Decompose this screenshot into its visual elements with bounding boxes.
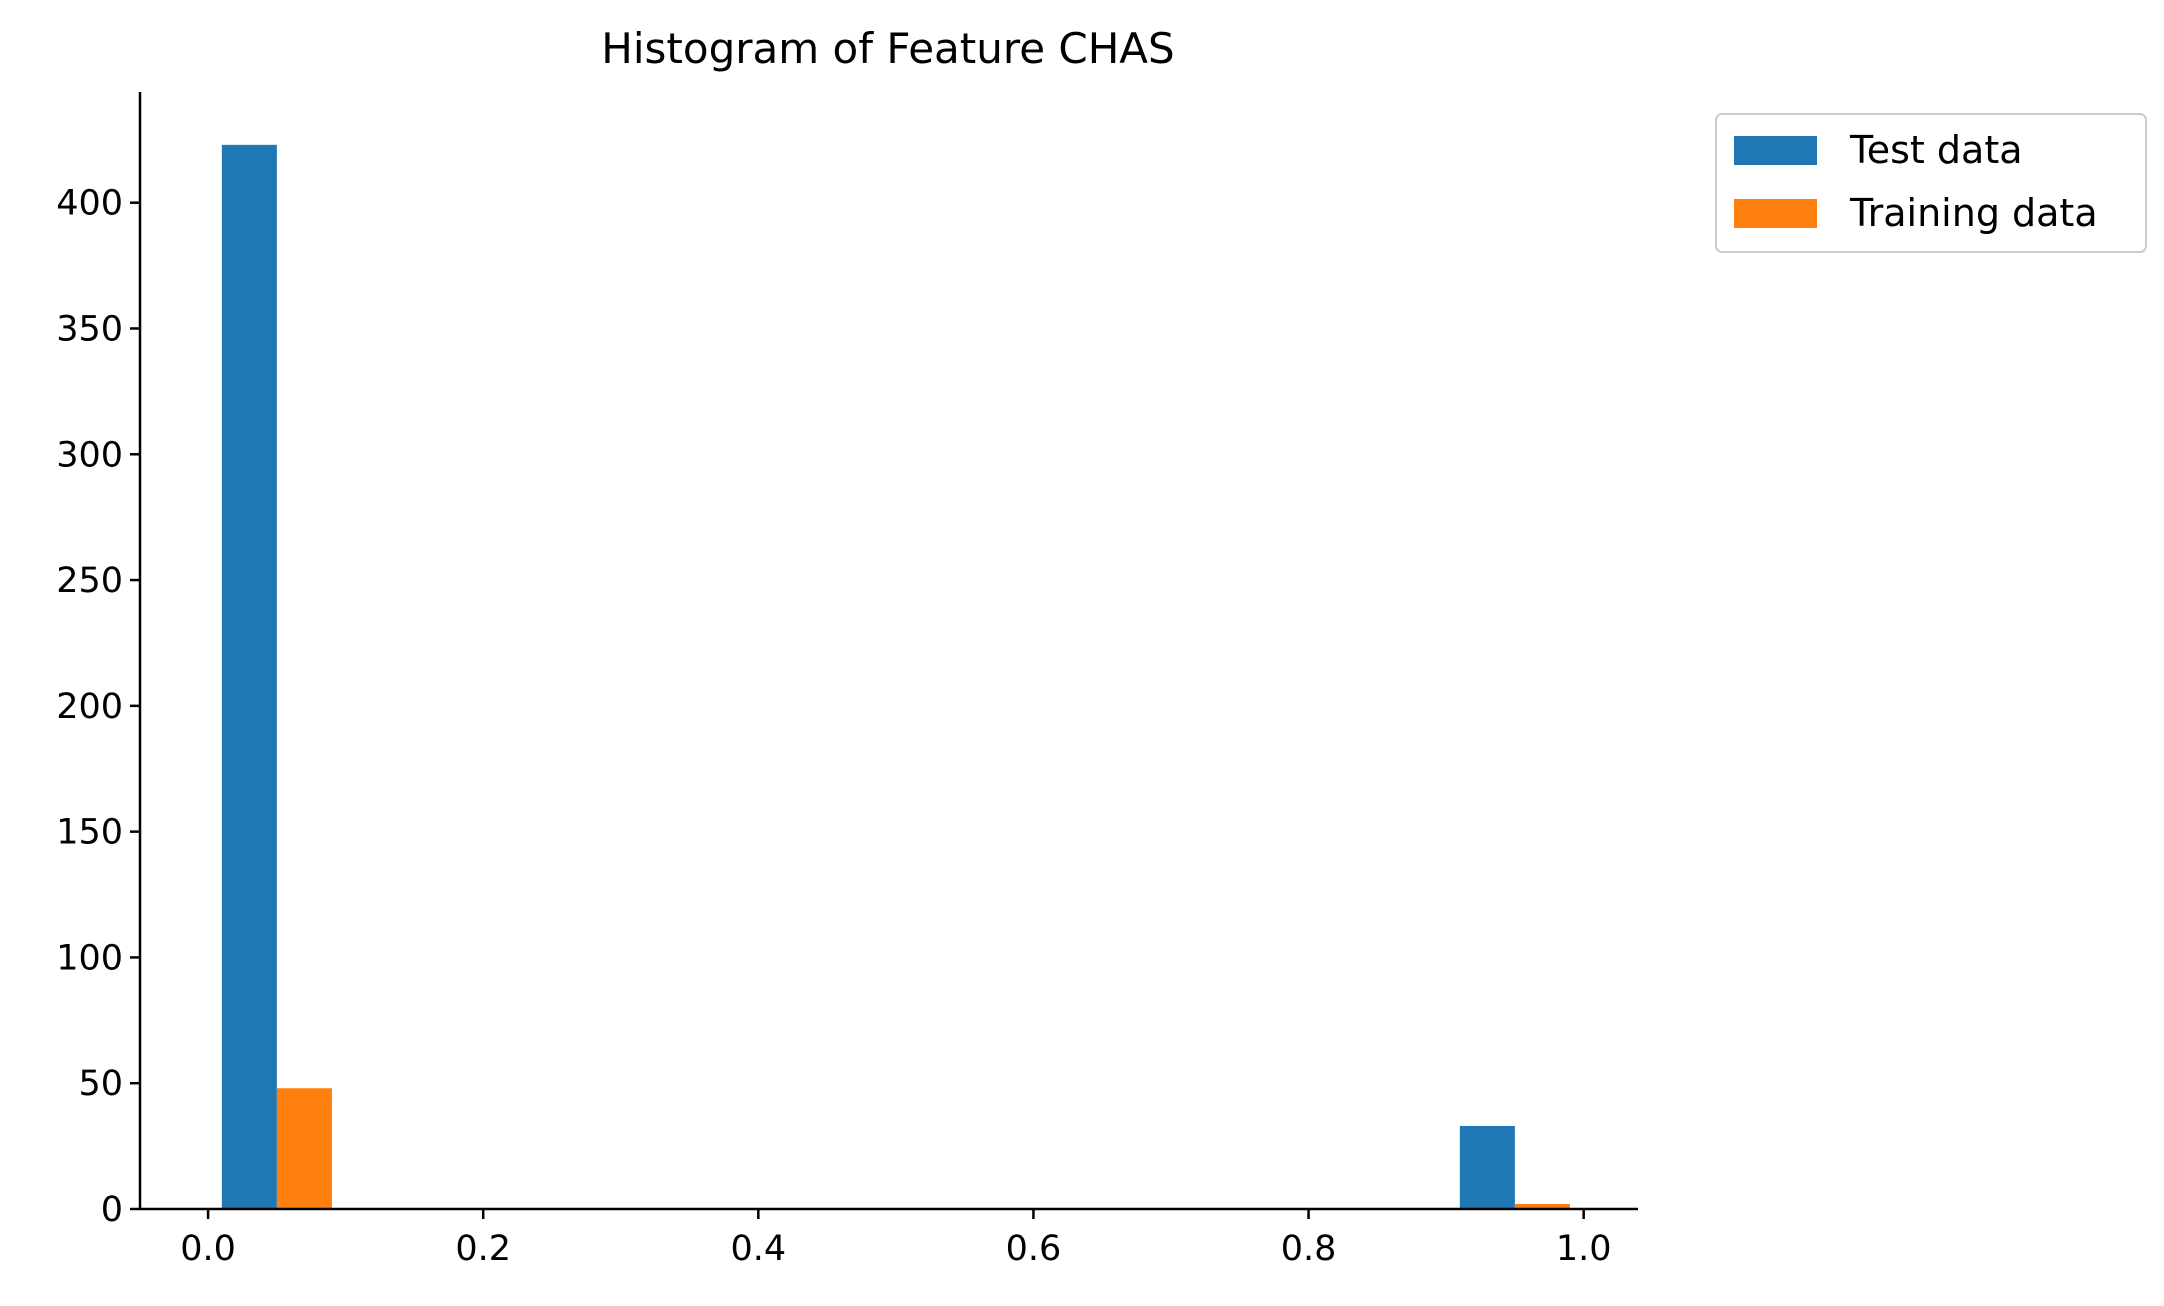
x-tick-label: 0.2 [455,1229,511,1269]
x-tick-label: 0.8 [1281,1229,1337,1269]
legend-swatch-test-data [1734,136,1817,165]
y-tick-label: 200 [56,687,123,727]
legend-swatch-training-data [1734,199,1817,228]
y-tick-label: 300 [56,435,123,475]
bar-test-data-bin-0 [222,145,277,1209]
x-tick-label: 1.0 [1556,1229,1612,1269]
chart-title: Histogram of Feature CHAS [601,24,1174,73]
legend: Test data Training data [1716,114,2146,252]
bars-layer [222,145,1570,1209]
bar-training-data-bin-0 [277,1088,332,1209]
legend-label-training-data: Training data [1849,191,2098,235]
y-tick-label: 250 [56,561,123,601]
y-tick-label: 150 [56,813,123,853]
x-tick-label: 0.0 [180,1229,236,1269]
y-tick-label: 100 [56,938,123,978]
x-tick-label: 0.4 [730,1229,786,1269]
y-tick-label: 400 [56,184,123,224]
y-tick-label: 0 [101,1190,123,1230]
legend-label-test-data: Test data [1849,128,2023,172]
y-tick-label: 50 [78,1064,123,1104]
y-tick-label: 350 [56,309,123,349]
bar-test-data-bin-1 [1460,1126,1515,1209]
x-tick-label: 0.6 [1006,1229,1062,1269]
